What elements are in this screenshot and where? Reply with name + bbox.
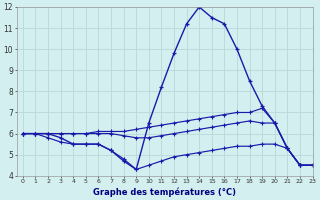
X-axis label: Graphe des températures (°C): Graphe des températures (°C)	[93, 187, 236, 197]
